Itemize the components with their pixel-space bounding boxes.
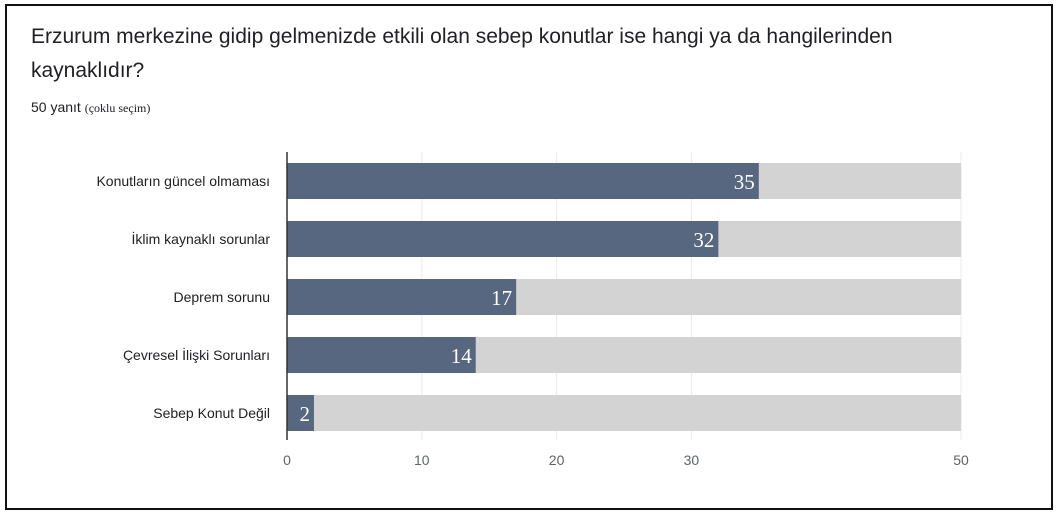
value-label-4: 2 <box>299 402 310 426</box>
category-label-1: İklim kaynaklı sorunlar <box>132 230 271 247</box>
category-label-2: Deprem sorunu <box>174 289 271 305</box>
bar-track-4 <box>287 395 961 431</box>
x-tick-label-4: 50 <box>953 452 969 468</box>
value-label-1: 32 <box>693 228 714 252</box>
question-title: Erzurum merkezine gidip gelmenizde etkil… <box>31 25 893 82</box>
response-note: (çoklu seçim) <box>84 101 151 115</box>
x-tick-label-3: 30 <box>684 452 700 468</box>
bar-1 <box>287 221 719 257</box>
value-label-2: 17 <box>491 286 512 310</box>
bar-0 <box>287 163 759 199</box>
x-tick-label-0: 0 <box>283 452 291 468</box>
category-label-0: Konutların güncel olmaması <box>96 173 270 189</box>
response-count: 50 yanıt (çoklu seçim) <box>31 99 150 116</box>
value-label-0: 35 <box>734 170 755 194</box>
bar-4 <box>287 395 314 431</box>
x-tick-label-2: 20 <box>549 452 565 468</box>
category-label-4: Sebep Konut Değil <box>153 405 270 421</box>
bar-2 <box>287 279 517 315</box>
category-label-3: Çevresel İlişki Sorunları <box>123 346 270 363</box>
response-count-text: 50 yanıt <box>31 99 81 115</box>
bar-3 <box>287 337 476 373</box>
x-tick-label-1: 10 <box>414 452 430 468</box>
value-label-3: 14 <box>451 344 473 368</box>
